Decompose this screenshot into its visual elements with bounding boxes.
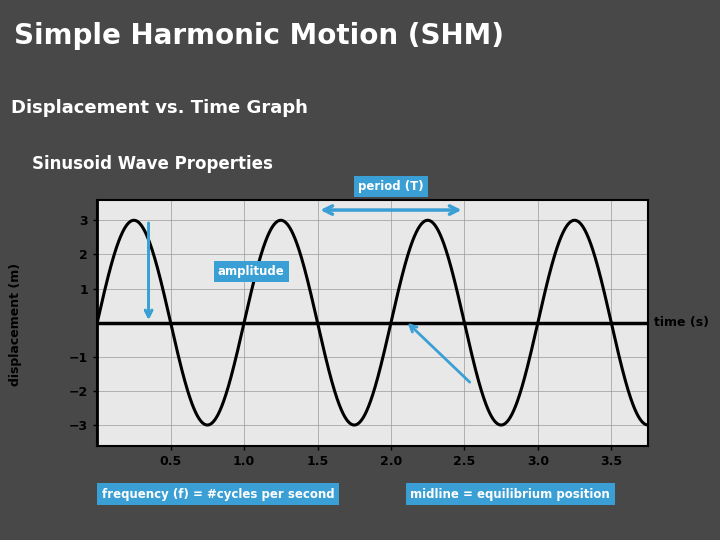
Text: frequency (f) = #cycles per second: frequency (f) = #cycles per second (102, 488, 335, 501)
Text: Simple Harmonic Motion (SHM): Simple Harmonic Motion (SHM) (14, 23, 505, 50)
Text: midline = equilibrium position: midline = equilibrium position (410, 488, 610, 501)
Text: amplitude: amplitude (217, 265, 284, 278)
Text: displacement (m): displacement (m) (9, 262, 22, 386)
Text: time (s): time (s) (654, 316, 709, 329)
Text: Displacement vs. Time Graph: Displacement vs. Time Graph (11, 99, 307, 117)
Text: period (T): period (T) (358, 180, 424, 193)
Text: Sinusoid Wave Properties: Sinusoid Wave Properties (32, 156, 274, 173)
